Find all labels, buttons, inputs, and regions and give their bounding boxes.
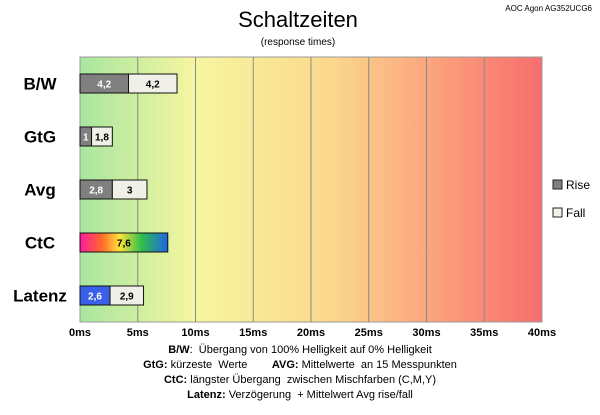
note-bw: B/W: Übergang von 100% Helligkeit auf 0%… <box>0 343 600 358</box>
category-label: B/W <box>23 75 57 94</box>
note-gtg-avg: GtG: kürzeste Werte AVG: Mittelwerte an … <box>0 358 600 373</box>
x-tick-label: 30ms <box>412 327 440 339</box>
note-gtg-text: kürzeste Werte <box>167 359 272 371</box>
category-label: CtC <box>25 234 55 253</box>
bar-ctc <box>79 232 169 253</box>
note-bw-key: B/W <box>168 344 190 356</box>
note-avg-text: Mittelwerte an 15 Messpunkten <box>298 359 457 371</box>
category-labels: B/W GtG Avg CtC Latenz <box>13 75 67 306</box>
x-tick-label: 15ms <box>239 327 267 339</box>
category-label: GtG <box>24 128 56 147</box>
note-latenz-key: Latenz: <box>187 389 226 401</box>
x-tick-label: 40ms <box>528 327 556 339</box>
x-tick-label: 35ms <box>470 327 498 339</box>
note-gtg-key: GtG: <box>143 359 168 371</box>
legend-fall-label: Fall <box>566 206 585 220</box>
category-label: Latenz <box>13 287 67 306</box>
x-tick-label: 25ms <box>355 327 383 339</box>
x-tick-label: 0ms <box>69 327 91 339</box>
bar-fall <box>91 126 113 147</box>
bar-value-label: 4,2 <box>146 80 160 91</box>
note-latenz-text: Verzögerung + Mittelwert Avg rise/fall <box>225 389 413 401</box>
note-ctc-text: längster Übergang zwischen Mischfarben (… <box>187 374 437 386</box>
bar-value-label: 3 <box>127 186 133 197</box>
bars: 4,2 4,2 1 1,8 2,8 3 7,6 2,6 2,9 <box>79 73 178 306</box>
note-bw-text: : Übergang von 100% Helligkeit auf 0% He… <box>189 344 432 356</box>
bar-value-label: 2,9 <box>120 292 134 303</box>
bar-fall <box>109 285 145 306</box>
bar-value-label: 1 <box>83 133 89 144</box>
bar-fall <box>111 179 148 200</box>
chart-subtitle: (response times) <box>261 37 335 48</box>
monitor-model: AOC Agon AG352UCG6 <box>505 4 592 13</box>
bar-value-label: 7,6 <box>117 239 131 250</box>
bar-value-label: 2,6 <box>88 292 102 303</box>
x-tick-label: 10ms <box>181 327 209 339</box>
bar-value-label: 1,8 <box>95 133 109 144</box>
note-ctc-key: CtC: <box>163 374 188 386</box>
note-ctc: CtC: längster Übergang zwischen Mischfar… <box>0 373 600 388</box>
note-latenz: Latenz: Verzögerung + Mittelwert Avg ris… <box>0 388 600 403</box>
bar-value-label: 2,8 <box>89 186 103 197</box>
note-avg-key: AVG: <box>271 359 299 371</box>
x-axis-ticks: 0ms 5ms 10ms 15ms 20ms 25ms 30ms 35ms 40ms <box>69 327 556 339</box>
x-tick-label: 20ms <box>297 327 325 339</box>
legend: Rise Fall <box>552 178 590 220</box>
footnotes: B/W: Übergang von 100% Helligkeit auf 0%… <box>0 343 600 403</box>
x-tick-label: 5ms <box>127 327 149 339</box>
legend-rise-swatch <box>552 179 563 190</box>
chart-title: Schaltzeiten <box>238 7 358 32</box>
legend-fall-swatch <box>552 207 563 218</box>
bar-value-label: 4,2 <box>97 80 111 91</box>
bar-fall <box>128 73 178 94</box>
legend-rise-label: Rise <box>566 178 590 192</box>
category-label: Avg <box>24 181 56 200</box>
